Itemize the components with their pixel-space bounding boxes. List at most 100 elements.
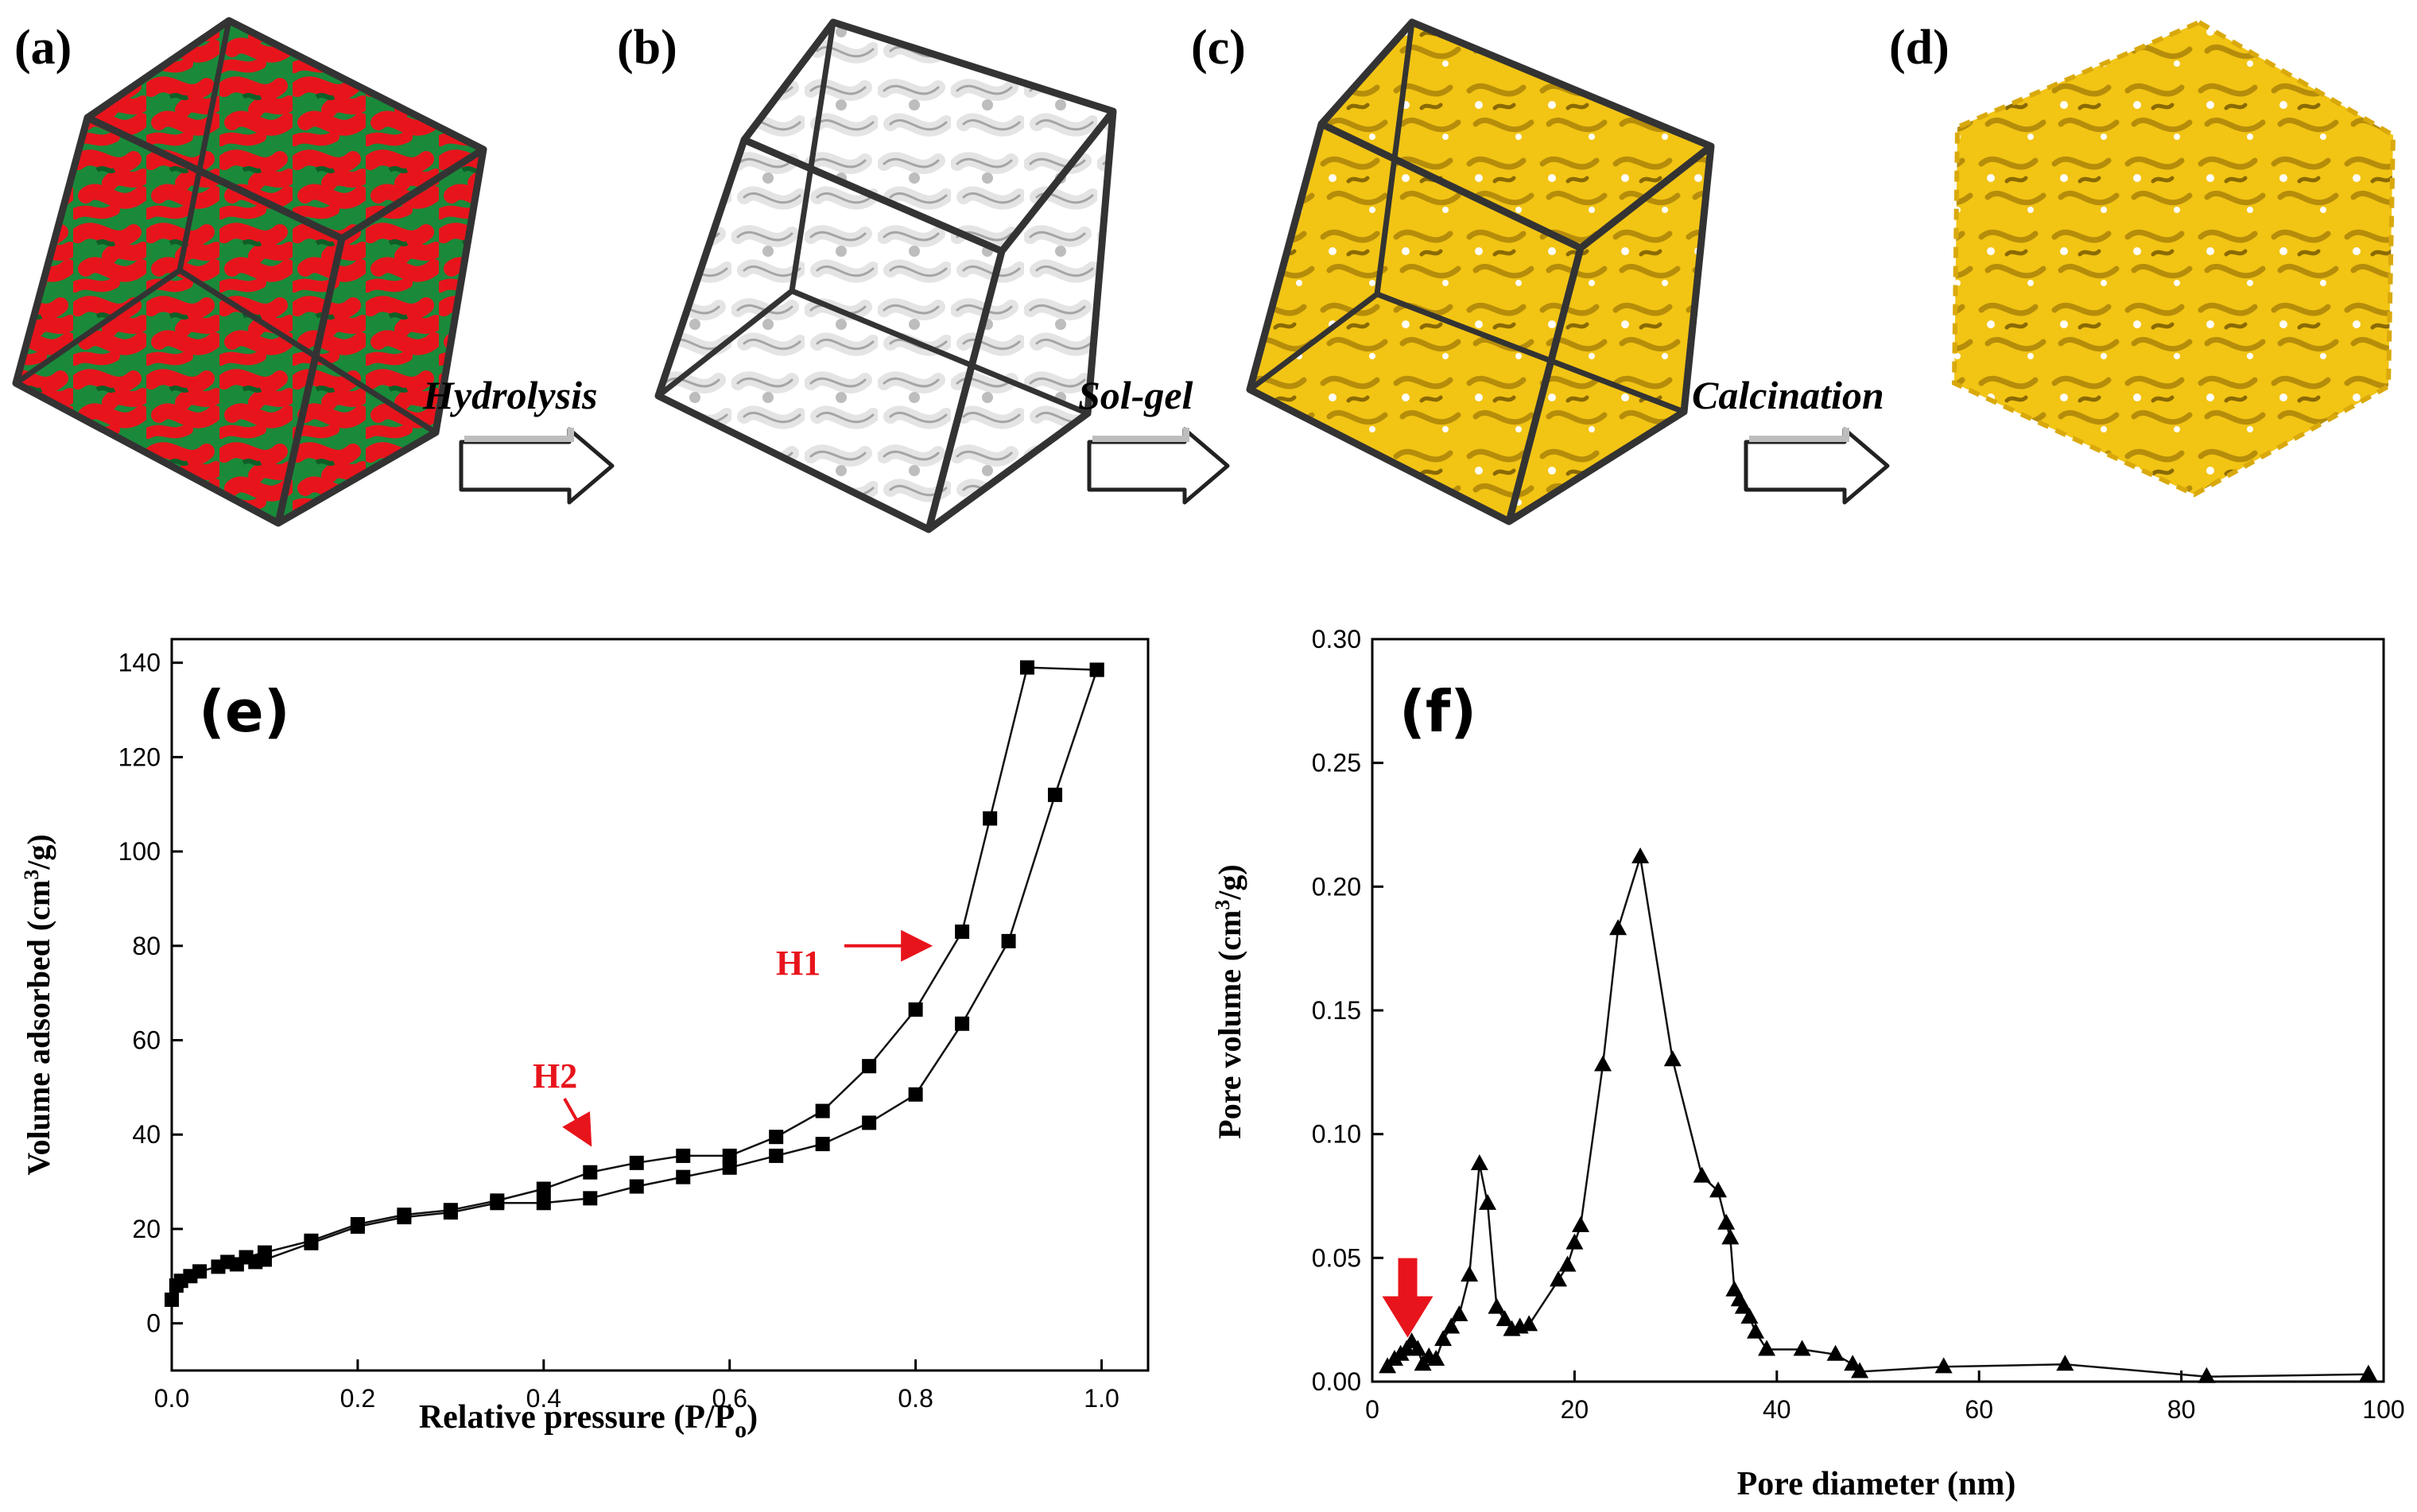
y-tick-label: 0.10 [1312, 1120, 1361, 1149]
data-point [815, 1137, 830, 1152]
data-point [1594, 1055, 1612, 1072]
chart-f: (f) 0 20 40 60 80 100 0.00 0.05 0.10 0.15 0.20 0.25… [1211, 625, 2405, 1502]
arrow-shadow [464, 428, 574, 442]
data-point [769, 1148, 784, 1163]
step-calcination: Calcination [1692, 373, 1890, 505]
data-point [1461, 1266, 1479, 1282]
data-point [1734, 1297, 1752, 1314]
y-tick-label: 0.25 [1312, 749, 1361, 777]
data-point [955, 925, 970, 939]
data-point [583, 1191, 598, 1206]
data-point [862, 1115, 877, 1130]
data-point [676, 1148, 691, 1163]
x-tick-label: 60 [1965, 1395, 1993, 1424]
x-tick-label: 80 [2167, 1395, 2196, 1424]
step-label-sol-gel: Sol-gel [1078, 373, 1193, 417]
data-point [443, 1203, 458, 1218]
x-tick-label: 0.8 [898, 1384, 933, 1413]
data-point [1844, 1355, 1862, 1371]
arrow-shadow [1092, 428, 1189, 442]
data-point [1709, 1181, 1728, 1198]
y-tick-label: 0.15 [1312, 996, 1361, 1025]
data-point [1558, 1255, 1577, 1272]
data-point [1001, 933, 1016, 948]
panel-d: (d) [1889, 19, 2396, 498]
y-tick-label: 140 [118, 649, 161, 677]
data-point [1758, 1339, 1776, 1356]
data-point [1934, 1357, 1953, 1374]
data-point [1089, 662, 1104, 677]
cube-back-edges [656, 21, 1089, 417]
data-point [862, 1059, 877, 1074]
data-point [1663, 1050, 1682, 1067]
step-label-hydrolysis: Hydrolysis [422, 373, 597, 417]
data-point [908, 1002, 923, 1017]
data-point [908, 1087, 923, 1102]
data-point [1442, 1317, 1461, 1334]
cube-red-green [12, 17, 487, 527]
y-tick-label: 0.30 [1312, 625, 1361, 653]
y-tick-label: 0.00 [1312, 1367, 1361, 1396]
series-line-desorption [227, 666, 1097, 1263]
data-point [2359, 1364, 2377, 1381]
x-tick-label: 0.2 [340, 1384, 375, 1413]
data-point [304, 1233, 319, 1248]
panel-c: (c) [1191, 18, 1715, 525]
x-tick-label: 0.0 [154, 1384, 189, 1413]
panel-b: (b) [617, 18, 1117, 533]
y-tick-label: 40 [132, 1120, 161, 1149]
panel-label-a: (a) [14, 21, 72, 75]
data-point [676, 1169, 691, 1184]
series-line-adsorption [170, 669, 1098, 1301]
y-tick-label: 20 [132, 1215, 161, 1243]
data-point [1721, 1228, 1740, 1245]
series-lines [170, 666, 1098, 1301]
data-point [1019, 660, 1034, 675]
data-point [722, 1160, 737, 1175]
data-point [1550, 1270, 1568, 1287]
plot-frame [1371, 638, 2385, 1383]
data-point [220, 1254, 235, 1270]
x-axis-label-main: Relative pressure (P/P [419, 1399, 735, 1436]
data-point [1717, 1213, 1736, 1230]
data-point [1496, 1310, 1514, 1327]
data-point [397, 1208, 412, 1223]
data-point [1693, 1166, 1711, 1183]
panel-label-b: (b) [617, 21, 677, 75]
data-point [769, 1130, 784, 1145]
y-tick-label: 60 [132, 1026, 161, 1055]
data-markers [1379, 847, 2377, 1383]
plot-frame [170, 638, 1150, 1372]
data-point [1826, 1344, 1845, 1361]
y-tick-label: 80 [132, 932, 161, 960]
x-axis-label-end: ) [747, 1399, 758, 1436]
x-axis-label: Pore diameter (nm) [1737, 1466, 2016, 1502]
data-point [1747, 1322, 1765, 1339]
data-point [1434, 1330, 1453, 1347]
y-tick-label: 0.20 [1312, 872, 1361, 901]
data-markers [165, 660, 1104, 1307]
data-point [165, 1292, 179, 1307]
calcined-structure [1954, 22, 2393, 494]
data-point [490, 1193, 505, 1208]
data-point [1793, 1339, 1811, 1356]
annotation-arrow-h2 [562, 1098, 592, 1147]
data-point [1631, 847, 1650, 863]
data-point [239, 1250, 254, 1265]
data-point [257, 1245, 272, 1260]
x-tick-label: 0 [1365, 1395, 1379, 1424]
cube-texture [16, 21, 483, 523]
data-point [722, 1148, 737, 1163]
data-point [1479, 1193, 1497, 1210]
x-tick-label: 100 [2362, 1395, 2404, 1424]
y-tick-label: 100 [118, 837, 161, 866]
cube-white [654, 18, 1117, 533]
y-axis-label: Pore volume (cm3/g) [1211, 864, 1247, 1138]
y-axis-label: Volume adsorbed (cm3/g) [20, 834, 56, 1175]
data-point [2198, 1367, 2216, 1383]
data-point [1427, 1349, 1445, 1366]
annotations: H1 H2 [533, 929, 933, 1147]
cube-texture [658, 22, 1113, 529]
panel-label-e: (e) [199, 678, 290, 745]
x-tick-label: 0.6 [712, 1384, 747, 1413]
